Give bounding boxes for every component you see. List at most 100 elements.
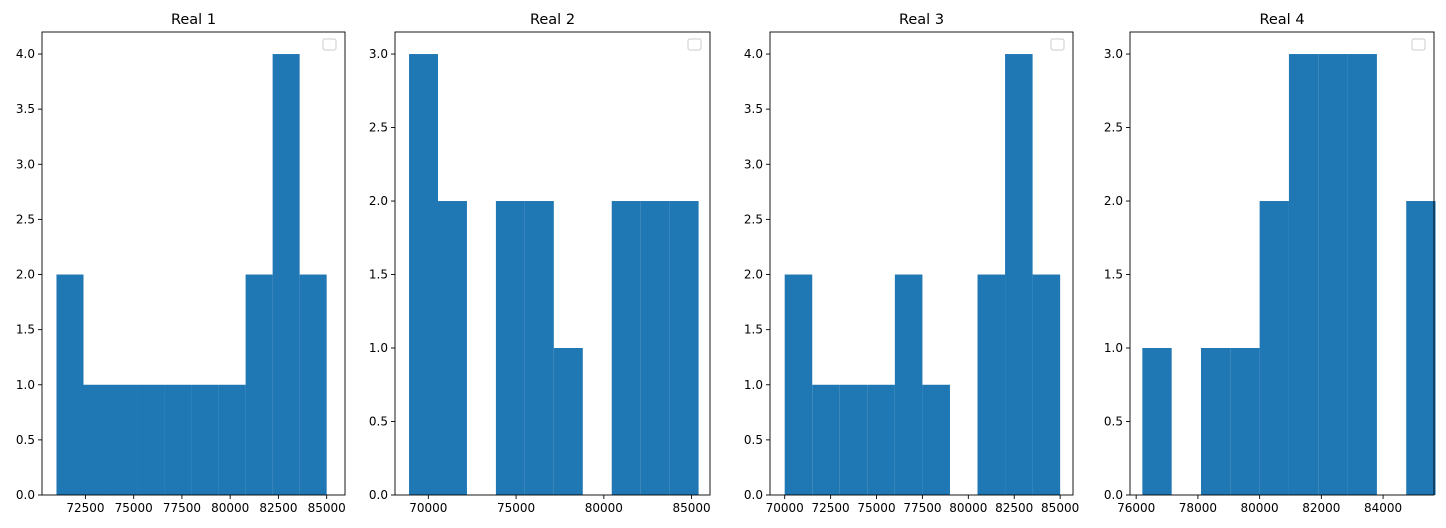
y-tick-label-1-7: 3.0 [16, 157, 35, 171]
y-tick-label-2-2: 0.5 [369, 415, 388, 429]
y-tick-label-1-4: 1.5 [16, 323, 35, 337]
histogram-bar-4-7 [1318, 54, 1348, 496]
x-tick-label-3-6: 82500 [995, 501, 1033, 515]
y-tick-label-3-3: 1.0 [744, 378, 763, 392]
histogram-bar-4-8 [1347, 54, 1377, 496]
histogram-bar-1-10 [299, 274, 327, 495]
histogram-bar-4-6 [1288, 54, 1319, 496]
histogram-bar-1-7 [218, 384, 246, 495]
y-tick-label-2-5: 2.0 [369, 194, 388, 208]
y-tick-label-2-3: 1.0 [369, 341, 388, 355]
histogram-bar-4-3 [1200, 348, 1231, 495]
y-tick-label-1-8: 3.5 [16, 102, 35, 116]
x-tick-label-3-4: 77500 [903, 501, 941, 515]
y-tick-label-2-6: 2.5 [369, 121, 388, 135]
histogram-bar-3-2 [812, 384, 840, 495]
y-tick-label-3-8: 3.5 [744, 102, 763, 116]
y-tick-label-1-5: 2.0 [16, 268, 35, 282]
y-tick-label-1-1: 0.0 [16, 488, 35, 502]
y-tick-label-3-1: 0.0 [744, 488, 763, 502]
y-tick-label-3-2: 0.5 [744, 433, 763, 447]
x-tick-label-2-3: 80000 [585, 501, 623, 515]
histogram-bar-3-9 [1005, 54, 1033, 496]
axes-frame-3 [769, 31, 1074, 496]
y-tick-label-4-4: 1.5 [1104, 268, 1123, 282]
y-tick-label-1-3: 1.0 [16, 378, 35, 392]
histogram-bar-4-4 [1230, 348, 1260, 495]
axes-frame-2 [394, 31, 711, 496]
histogram-bar-3-10 [1032, 274, 1061, 495]
histogram-bar-4-5 [1259, 201, 1289, 496]
y-tick-label-3-7: 3.0 [744, 157, 763, 171]
axes-frame-1 [41, 31, 346, 496]
y-tick-label-1-6: 2.5 [16, 212, 35, 226]
x-tick-label-1-1: 72500 [66, 501, 104, 515]
y-tick-label-2-7: 3.0 [369, 47, 388, 61]
chart-title-2: Real 2 [530, 12, 575, 28]
axes-frame-4 [1129, 31, 1435, 496]
y-tick-label-3-9: 4.0 [744, 47, 763, 61]
histogram-bar-1-1 [56, 274, 84, 495]
histogram-bar-2-1 [409, 54, 438, 496]
x-tick-label-4-4: 82000 [1302, 501, 1340, 515]
histogram-bar-2-10 [669, 201, 699, 496]
x-tick-label-1-2: 75000 [115, 501, 153, 515]
histogram-bar-2-4 [495, 201, 525, 496]
histogram-bar-3-8 [977, 274, 1006, 495]
legend-box-1 [322, 38, 337, 51]
x-tick-label-2-2: 75000 [497, 501, 535, 515]
chart-title-3: Real 3 [899, 12, 944, 28]
histogram-bar-1-2 [83, 384, 111, 495]
histogram-bar-2-9 [640, 201, 670, 496]
y-tick-label-3-6: 2.5 [744, 212, 763, 226]
x-tick-label-4-2: 78000 [1179, 501, 1217, 515]
chart-title-4: Real 4 [1259, 12, 1304, 28]
y-tick-label-4-2: 0.5 [1104, 415, 1123, 429]
histogram-bar-2-6 [553, 348, 583, 495]
y-tick-label-2-1: 0.0 [369, 488, 388, 502]
y-tick-label-4-5: 2.0 [1104, 194, 1123, 208]
x-tick-label-2-4: 85000 [672, 501, 710, 515]
y-tick-label-4-6: 2.5 [1104, 121, 1123, 135]
y-tick-label-3-5: 2.0 [744, 268, 763, 282]
histogram-bar-1-3 [110, 384, 138, 495]
histogram-bar-3-3 [839, 384, 868, 495]
x-tick-label-4-5: 84000 [1364, 501, 1402, 515]
histogram-bar-1-5 [164, 384, 192, 495]
y-tick-label-4-7: 3.0 [1104, 47, 1123, 61]
legend-box-2 [687, 38, 702, 51]
y-tick-label-1-2: 0.5 [16, 433, 35, 447]
histogram-bar-1-6 [191, 384, 219, 495]
legend-box-4 [1411, 38, 1426, 51]
histogram-bar-4-1 [1142, 348, 1172, 495]
legend-box-3 [1050, 38, 1065, 51]
histogram-bar-4-10 [1406, 201, 1436, 496]
x-tick-label-2-1: 70000 [409, 501, 447, 515]
x-tick-label-3-1: 70000 [766, 501, 804, 515]
x-tick-label-3-5: 80000 [949, 501, 987, 515]
histogram-bar-3-1 [784, 274, 813, 495]
y-tick-label-4-3: 1.0 [1104, 341, 1123, 355]
x-tick-label-3-2: 72500 [812, 501, 850, 515]
x-tick-label-3-7: 85000 [1041, 501, 1079, 515]
y-tick-label-4-1: 0.0 [1104, 488, 1123, 502]
histogram-bar-2-8 [611, 201, 641, 496]
x-tick-label-1-6: 85000 [308, 501, 346, 515]
x-tick-label-1-3: 77500 [163, 501, 201, 515]
histogram-bar-2-5 [524, 201, 554, 496]
x-tick-label-4-3: 80000 [1241, 501, 1279, 515]
chart-title-1: Real 1 [171, 12, 216, 28]
x-tick-label-3-3: 75000 [857, 501, 895, 515]
histogram-bar-1-9 [272, 54, 300, 496]
y-tick-label-2-4: 1.5 [369, 268, 388, 282]
histogram-bar-1-8 [245, 274, 273, 495]
x-tick-label-4-1: 76000 [1117, 501, 1155, 515]
histogram-bar-2-2 [437, 201, 467, 496]
histogram-bar-3-4 [867, 384, 895, 495]
histogram-bar-3-6 [922, 384, 950, 495]
x-tick-label-1-4: 80000 [211, 501, 249, 515]
histogram-bar-1-4 [137, 384, 165, 495]
histogram-bar-3-5 [894, 274, 923, 495]
y-tick-label-1-9: 4.0 [16, 47, 35, 61]
